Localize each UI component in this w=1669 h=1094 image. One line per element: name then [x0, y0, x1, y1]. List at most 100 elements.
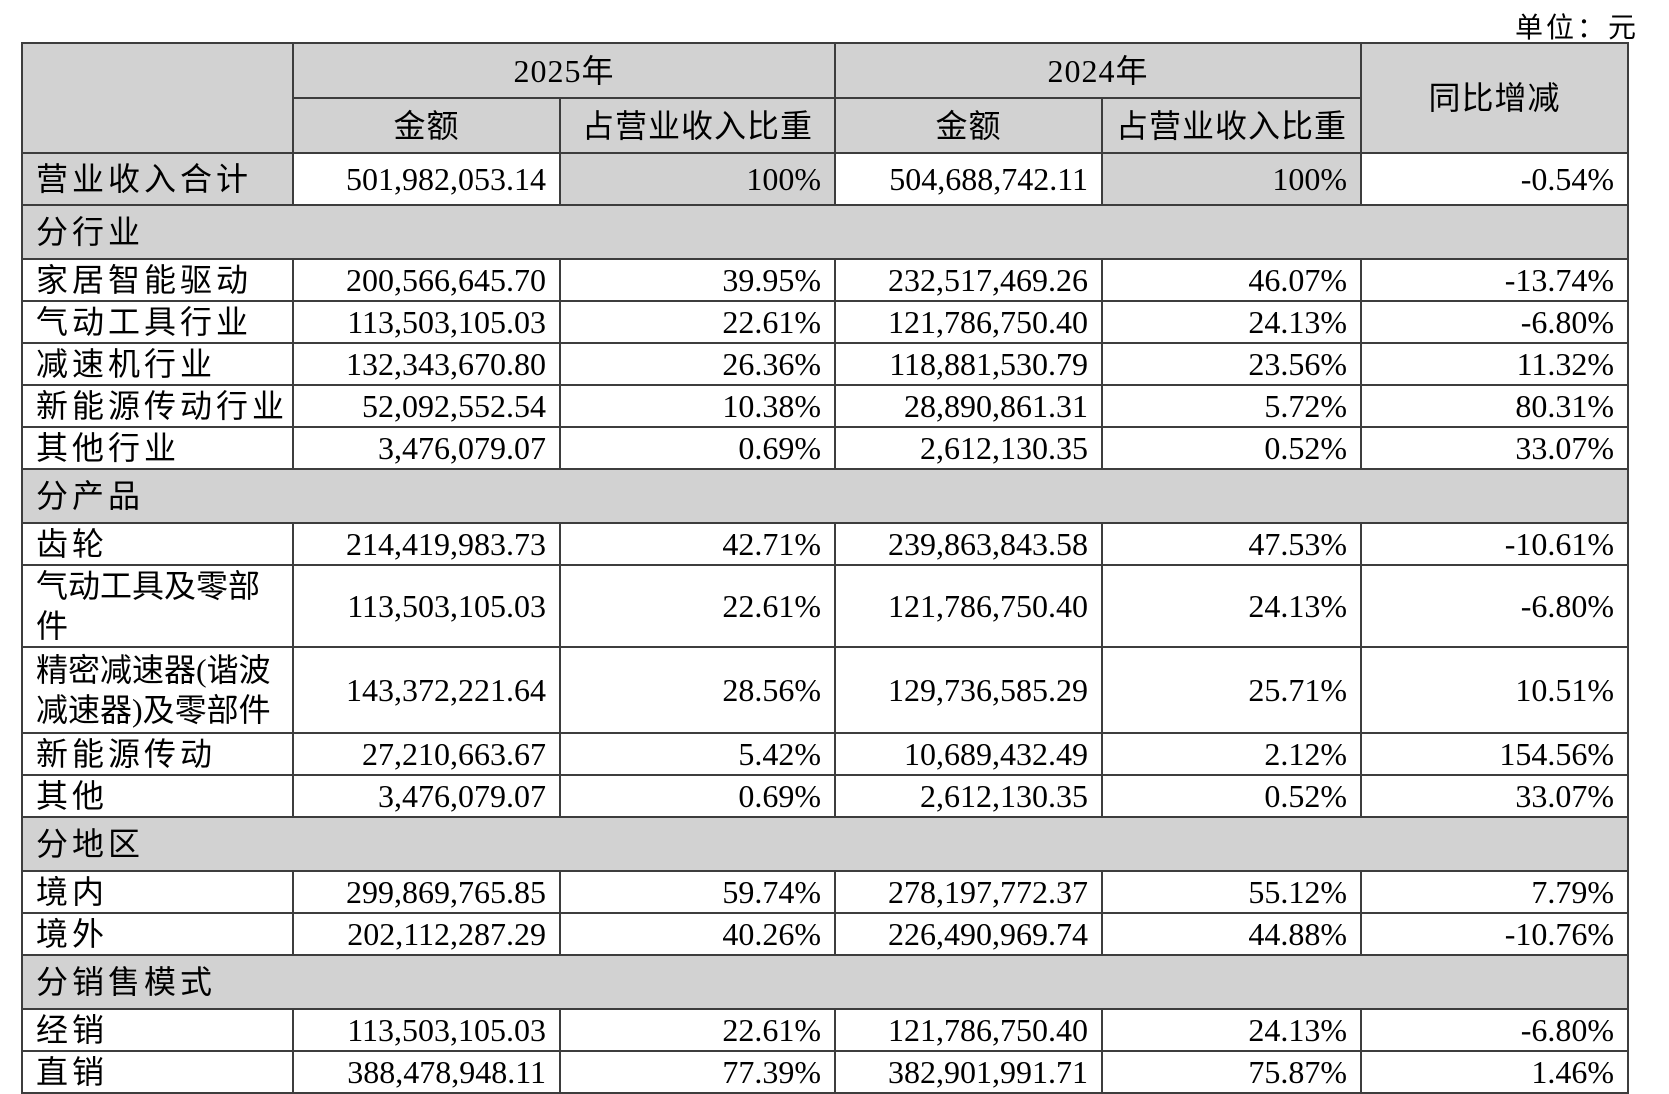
amount-2024-cell: 232,517,469.26 [834, 258, 1104, 302]
amount-2024-cell: 2,612,130.35 [834, 426, 1104, 470]
header-empty-cell [21, 42, 294, 154]
share-2024-cell: 5.72% [1101, 384, 1363, 428]
yoy-cell: 33.07% [1360, 426, 1630, 470]
amount-2025-cell: 3,476,079.07 [292, 774, 561, 818]
amount-2025-cell: 388,478,948.11 [292, 1050, 561, 1094]
section-label-cell: 分行业 [20, 204, 1630, 260]
section-row: 分销售模式 [20, 954, 1630, 1010]
amount-2024-cell: 121,786,750.40 [834, 300, 1104, 344]
share-2025-cell: 100% [558, 152, 837, 206]
row-label-cell: 新能源传动 [21, 732, 294, 776]
amount-2025-cell: 3,476,079.07 [292, 426, 561, 470]
section-label-cell: 分产品 [20, 468, 1630, 524]
row-label-cell: 气动工具行业 [21, 300, 294, 344]
share-2025-cell: 40.26% [558, 912, 837, 956]
amount-2024-cell: 382,901,991.71 [834, 1050, 1104, 1094]
amount-2025-cell: 143,372,221.64 [292, 646, 561, 734]
share-2025-cell: 77.39% [558, 1050, 837, 1094]
row-label-cell: 齿轮 [21, 522, 294, 566]
share-2025-cell: 59.74% [558, 870, 837, 914]
amount-2024-cell: 239,863,843.58 [834, 522, 1104, 566]
share-2024-cell: 24.13% [1101, 564, 1363, 648]
table-row: 其他 3,476,079.07 0.69% 2,612,130.35 0.52%… [21, 774, 1630, 818]
share-2024-cell: 0.52% [1101, 774, 1363, 818]
share-2024-cell: 25.71% [1101, 646, 1363, 734]
share-2025-cell: 39.95% [558, 258, 837, 302]
table-row: 境外 202,112,287.29 40.26% 226,490,969.74 … [21, 912, 1630, 956]
table-row: 经销 113,503,105.03 22.61% 121,786,750.40 … [21, 1008, 1630, 1052]
amount-2025-cell: 214,419,983.73 [292, 522, 561, 566]
amount-2025-cell: 113,503,105.03 [292, 564, 561, 648]
section-label-cell: 分地区 [20, 816, 1630, 872]
yoy-cell: 33.07% [1360, 774, 1630, 818]
yoy-cell: -10.76% [1360, 912, 1630, 956]
amount-2025-cell: 299,869,765.85 [292, 870, 561, 914]
share-2024-cell: 23.56% [1101, 342, 1363, 386]
yoy-cell: 154.56% [1360, 732, 1630, 776]
share-2025-cell: 10.38% [558, 384, 837, 428]
amount-2025-cell: 202,112,287.29 [292, 912, 561, 956]
yoy-cell: 11.32% [1360, 342, 1630, 386]
table-row: 精密减速器(谐波 减速器)及零部件 143,372,221.64 28.56% … [21, 646, 1630, 734]
table-row: 新能源传动行业 52,092,552.54 10.38% 28,890,861.… [21, 384, 1630, 428]
yoy-cell: 1.46% [1360, 1050, 1630, 1094]
header-share-2025: 占营业收入比重 [558, 97, 837, 154]
amount-2024-cell: 2,612,130.35 [834, 774, 1104, 818]
header-year-2024: 2024年 [834, 42, 1363, 99]
amount-2025-cell: 501,982,053.14 [292, 152, 561, 206]
row-label-cell: 新能源传动行业 [21, 384, 294, 428]
yoy-cell: -6.80% [1360, 564, 1630, 648]
amount-2024-cell: 28,890,861.31 [834, 384, 1104, 428]
share-2024-cell: 47.53% [1101, 522, 1363, 566]
yoy-cell: -0.54% [1360, 152, 1630, 206]
amount-2024-cell: 118,881,530.79 [834, 342, 1104, 386]
share-2024-cell: 55.12% [1101, 870, 1363, 914]
yoy-cell: -10.61% [1360, 522, 1630, 566]
header-yoy: 同比增减 [1360, 42, 1630, 154]
yoy-cell: -6.80% [1360, 300, 1630, 344]
section-row: 分行业 [20, 204, 1630, 260]
table-row: 境内 299,869,765.85 59.74% 278,197,772.37 … [21, 870, 1630, 914]
table-row: 齿轮 214,419,983.73 42.71% 239,863,843.58 … [21, 522, 1630, 566]
share-2024-cell: 2.12% [1101, 732, 1363, 776]
row-label-cell: 其他 [21, 774, 294, 818]
row-label-cell: 精密减速器(谐波 减速器)及零部件 [21, 646, 294, 734]
amount-2024-cell: 278,197,772.37 [834, 870, 1104, 914]
header-share-2024: 占营业收入比重 [1101, 97, 1363, 154]
yoy-cell: -13.74% [1360, 258, 1630, 302]
row-label-cell: 家居智能驱动 [21, 258, 294, 302]
share-2025-cell: 5.42% [558, 732, 837, 776]
amount-2024-cell: 121,786,750.40 [834, 564, 1104, 648]
share-2025-cell: 28.56% [558, 646, 837, 734]
section-row: 分产品 [20, 468, 1630, 524]
share-2025-cell: 22.61% [558, 1008, 837, 1052]
header-amount-2025: 金额 [292, 97, 561, 154]
share-2024-cell: 75.87% [1101, 1050, 1363, 1094]
share-2025-cell: 0.69% [558, 774, 837, 818]
row-label-cell: 境内 [21, 870, 294, 914]
row-label-cell: 经销 [21, 1008, 294, 1052]
amount-2025-cell: 200,566,645.70 [292, 258, 561, 302]
share-2024-cell: 44.88% [1101, 912, 1363, 956]
share-2024-cell: 24.13% [1101, 1008, 1363, 1052]
header-row-years: 2025年 2024年 同比增减 [21, 42, 1630, 154]
yoy-cell: -6.80% [1360, 1008, 1630, 1052]
header-year-2025: 2025年 [291, 42, 837, 99]
row-label-cell: 减速机行业 [21, 342, 294, 386]
row-label-cell: 营业收入合计 [21, 152, 294, 206]
header-row-metrics: 金额 占营业收入比重 金额 占营业收入比重 [22, 97, 1628, 154]
amount-2024-cell: 226,490,969.74 [834, 912, 1104, 956]
row-label-cell: 境外 [21, 912, 294, 956]
section-label-cell: 分销售模式 [20, 954, 1630, 1010]
share-2024-cell: 0.52% [1101, 426, 1363, 470]
table-row: 气动工具及零部 件 113,503,105.03 22.61% 121,786,… [21, 564, 1630, 648]
section-row: 分地区 [20, 816, 1630, 872]
table-row: 家居智能驱动 200,566,645.70 39.95% 232,517,469… [21, 258, 1630, 302]
share-2024-cell: 24.13% [1101, 300, 1363, 344]
table-row-total: 营业收入合计 501,982,053.14 100% 504,688,742.1… [21, 152, 1630, 206]
table-row: 直销 388,478,948.11 77.39% 382,901,991.71 … [21, 1050, 1630, 1094]
table-row: 新能源传动 27,210,663.67 5.42% 10,689,432.49 … [21, 732, 1630, 776]
share-2025-cell: 26.36% [558, 342, 837, 386]
amount-2025-cell: 52,092,552.54 [292, 384, 561, 428]
